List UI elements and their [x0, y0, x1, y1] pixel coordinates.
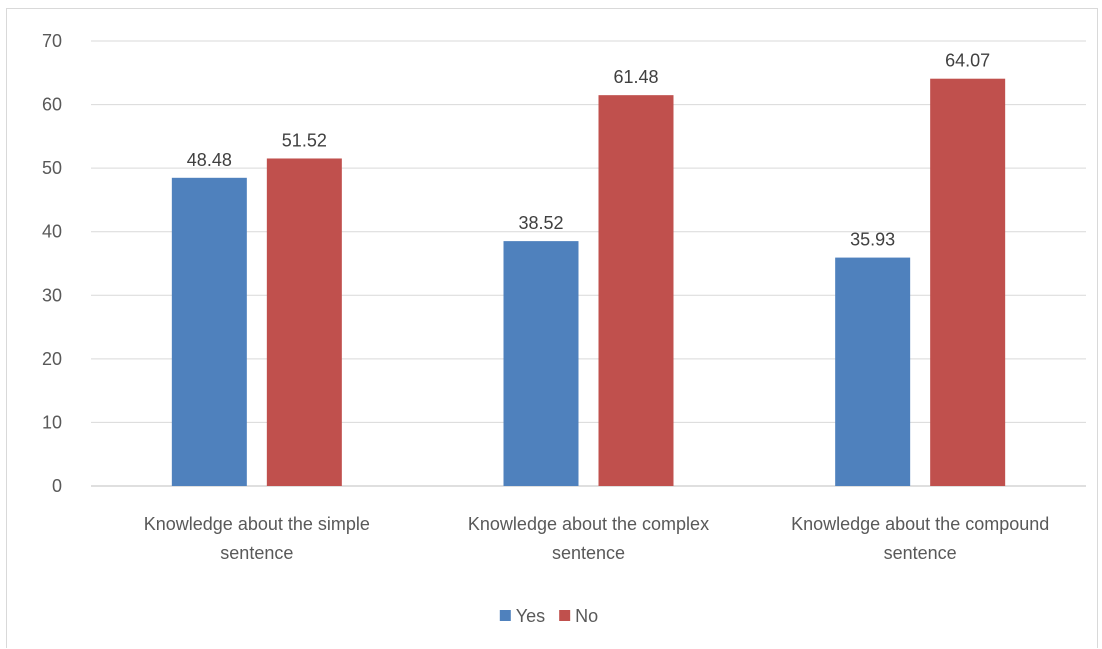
bar-no — [598, 95, 674, 487]
x-category-label: Knowledge about the complex — [468, 514, 709, 534]
legend-label: No — [575, 606, 598, 626]
y-tick-label: 70 — [42, 31, 62, 51]
bar-yes — [503, 241, 579, 486]
data-label: 64.07 — [945, 51, 990, 71]
data-label: 48.48 — [187, 150, 232, 170]
x-category-label: sentence — [220, 543, 293, 563]
bars — [171, 78, 1006, 487]
legend-swatch-no — [559, 610, 571, 621]
x-category-label: sentence — [884, 543, 957, 563]
y-tick-label: 0 — [52, 476, 62, 496]
y-tick-label: 10 — [42, 412, 62, 432]
x-category-label: Knowledge about the simple — [144, 514, 370, 534]
y-tick-label: 20 — [42, 349, 62, 369]
gridlines — [91, 40, 1086, 487]
y-tick-label: 40 — [42, 222, 62, 242]
data-label: 38.52 — [518, 213, 563, 233]
y-tick-label: 60 — [42, 95, 62, 115]
y-tick-label: 50 — [42, 158, 62, 178]
bar-yes — [835, 257, 911, 486]
x-category-label: sentence — [552, 543, 625, 563]
legend-swatch-yes — [499, 610, 511, 621]
chart-frame: 0 10 20 30 40 50 60 70 48.48 51.52 38.52 61.48 35.9… — [6, 8, 1098, 648]
y-tick-label: 30 — [42, 285, 62, 305]
bar-yes — [171, 177, 247, 486]
data-label: 35.93 — [850, 230, 895, 250]
legend-label: Yes — [516, 606, 545, 626]
bar-chart: 0 10 20 30 40 50 60 70 48.48 51.52 38.52 61.48 35.9… — [42, 31, 1086, 626]
y-axis-ticks: 0 10 20 30 40 50 60 70 — [42, 31, 62, 496]
bar-no — [266, 158, 342, 487]
bar-no — [930, 78, 1006, 486]
data-label: 51.52 — [282, 130, 327, 150]
x-axis-categories: Knowledge about the simple sentence Knowle… — [144, 514, 1050, 563]
x-category-label: Knowledge about the compound — [791, 514, 1049, 534]
legend: Yes No — [499, 606, 598, 626]
data-label: 61.48 — [613, 67, 658, 87]
data-labels: 48.48 51.52 38.52 61.48 35.93 64.07 — [187, 51, 990, 250]
